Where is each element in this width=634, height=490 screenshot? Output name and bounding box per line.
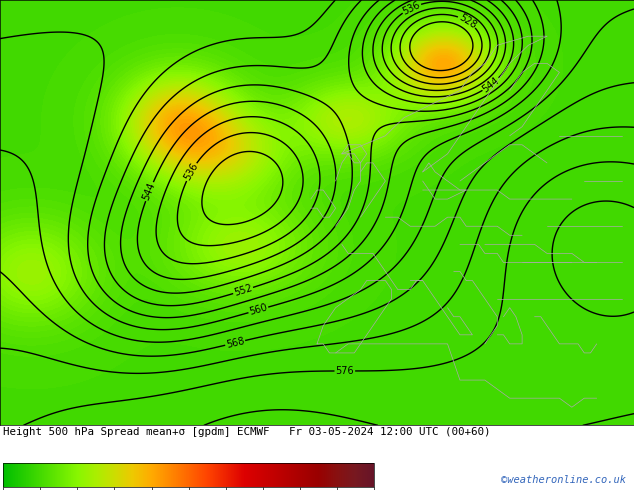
Text: ©weatheronline.co.uk: ©weatheronline.co.uk: [501, 475, 626, 485]
Text: 536: 536: [401, 0, 422, 17]
Text: 560: 560: [248, 302, 269, 317]
Text: 552: 552: [233, 283, 254, 298]
Text: Height 500 hPa Spread mean+σ [gpdm] ECMWF   Fr 03-05-2024 12:00 UTC (00+60): Height 500 hPa Spread mean+σ [gpdm] ECMW…: [3, 427, 491, 437]
Text: 544: 544: [481, 75, 501, 94]
Text: 568: 568: [225, 336, 245, 350]
Text: 576: 576: [335, 366, 354, 376]
Text: 536: 536: [183, 161, 200, 182]
Text: 528: 528: [456, 12, 478, 30]
Text: 544: 544: [141, 181, 157, 202]
